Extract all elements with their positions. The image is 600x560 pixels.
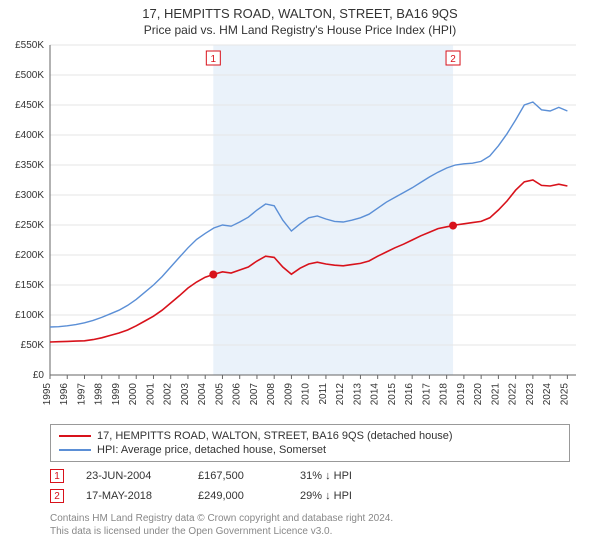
sale-delta: 31% ↓ HPI <box>300 470 352 482</box>
svg-text:£500K: £500K <box>15 70 44 81</box>
sale-row: 2 17-MAY-2018 £249,000 29% ↓ HPI <box>50 486 570 506</box>
sale-row: 1 23-JUN-2004 £167,500 31% ↓ HPI <box>50 466 570 486</box>
svg-text:2009: 2009 <box>283 383 294 406</box>
footer-line: Contains HM Land Registry data © Crown c… <box>50 512 570 525</box>
svg-text:2010: 2010 <box>301 383 312 406</box>
chart-titles: 17, HEMPITTS ROAD, WALTON, STREET, BA16 … <box>0 0 600 37</box>
svg-text:£450K: £450K <box>15 100 44 111</box>
svg-text:2000: 2000 <box>128 383 139 406</box>
svg-text:2025: 2025 <box>559 383 570 406</box>
sales-table: 1 23-JUN-2004 £167,500 31% ↓ HPI 2 17-MA… <box>50 466 570 506</box>
legend-item: 17, HEMPITTS ROAD, WALTON, STREET, BA16 … <box>59 429 561 443</box>
svg-text:2021: 2021 <box>490 383 501 406</box>
legend-swatch <box>59 435 91 437</box>
svg-text:1: 1 <box>211 54 217 65</box>
footer-line: This data is licensed under the Open Gov… <box>50 525 570 538</box>
sale-date: 17-MAY-2018 <box>86 490 176 502</box>
svg-text:£0: £0 <box>33 370 45 381</box>
svg-text:2024: 2024 <box>542 383 553 406</box>
svg-text:2023: 2023 <box>525 383 536 406</box>
svg-text:2008: 2008 <box>266 383 277 406</box>
svg-text:2012: 2012 <box>335 383 346 406</box>
svg-text:1995: 1995 <box>42 383 53 406</box>
svg-text:2001: 2001 <box>145 383 156 406</box>
legend: 17, HEMPITTS ROAD, WALTON, STREET, BA16 … <box>50 424 570 462</box>
svg-text:1998: 1998 <box>94 383 105 406</box>
price-chart-svg: £0 £50K £100K £150K £200K £250K £300K £350K £400… <box>0 37 600 415</box>
svg-text:2020: 2020 <box>473 383 484 406</box>
svg-text:2019: 2019 <box>456 383 467 406</box>
svg-text:2007: 2007 <box>249 383 260 406</box>
legend-item: HPI: Average price, detached house, Some… <box>59 443 561 457</box>
svg-text:2013: 2013 <box>352 383 363 406</box>
sale-delta: 29% ↓ HPI <box>300 490 352 502</box>
sale-price: £249,000 <box>198 490 278 502</box>
svg-text:£150K: £150K <box>15 280 44 291</box>
legend-swatch <box>59 449 91 451</box>
svg-text:2016: 2016 <box>404 383 415 406</box>
svg-text:2014: 2014 <box>370 383 381 406</box>
svg-text:2005: 2005 <box>214 383 225 406</box>
legend-label: 17, HEMPITTS ROAD, WALTON, STREET, BA16 … <box>97 430 453 442</box>
sale-price: £167,500 <box>198 470 278 482</box>
title-address: 17, HEMPITTS ROAD, WALTON, STREET, BA16 … <box>0 6 600 21</box>
sale-date: 23-JUN-2004 <box>86 470 176 482</box>
svg-text:2018: 2018 <box>439 383 450 406</box>
svg-text:2006: 2006 <box>232 383 243 406</box>
svg-text:1997: 1997 <box>76 383 87 406</box>
sale-marker-icon: 1 <box>50 469 64 483</box>
svg-text:2011: 2011 <box>318 383 329 405</box>
svg-text:£250K: £250K <box>15 220 44 231</box>
svg-text:£400K: £400K <box>15 130 44 141</box>
svg-text:£200K: £200K <box>15 250 44 261</box>
chart-area: £0 £50K £100K £150K £200K £250K £300K £350K £400… <box>0 37 600 418</box>
svg-text:£350K: £350K <box>15 160 44 171</box>
sale-marker-icon: 2 <box>50 489 64 503</box>
svg-text:1996: 1996 <box>59 383 70 406</box>
svg-text:2017: 2017 <box>421 383 432 406</box>
svg-text:£550K: £550K <box>15 40 44 51</box>
svg-text:£100K: £100K <box>15 310 44 321</box>
svg-text:£50K: £50K <box>21 340 45 351</box>
svg-text:2004: 2004 <box>197 383 208 406</box>
svg-text:2015: 2015 <box>387 383 398 406</box>
svg-text:2002: 2002 <box>163 383 174 406</box>
svg-text:2022: 2022 <box>508 383 519 406</box>
legend-label: HPI: Average price, detached house, Some… <box>97 444 326 456</box>
svg-text:2003: 2003 <box>180 383 191 406</box>
svg-text:2: 2 <box>450 54 456 65</box>
footer-attribution: Contains HM Land Registry data © Crown c… <box>50 512 570 538</box>
title-subtitle: Price paid vs. HM Land Registry's House … <box>0 23 600 37</box>
svg-text:£300K: £300K <box>15 190 44 201</box>
svg-text:1999: 1999 <box>111 383 122 406</box>
